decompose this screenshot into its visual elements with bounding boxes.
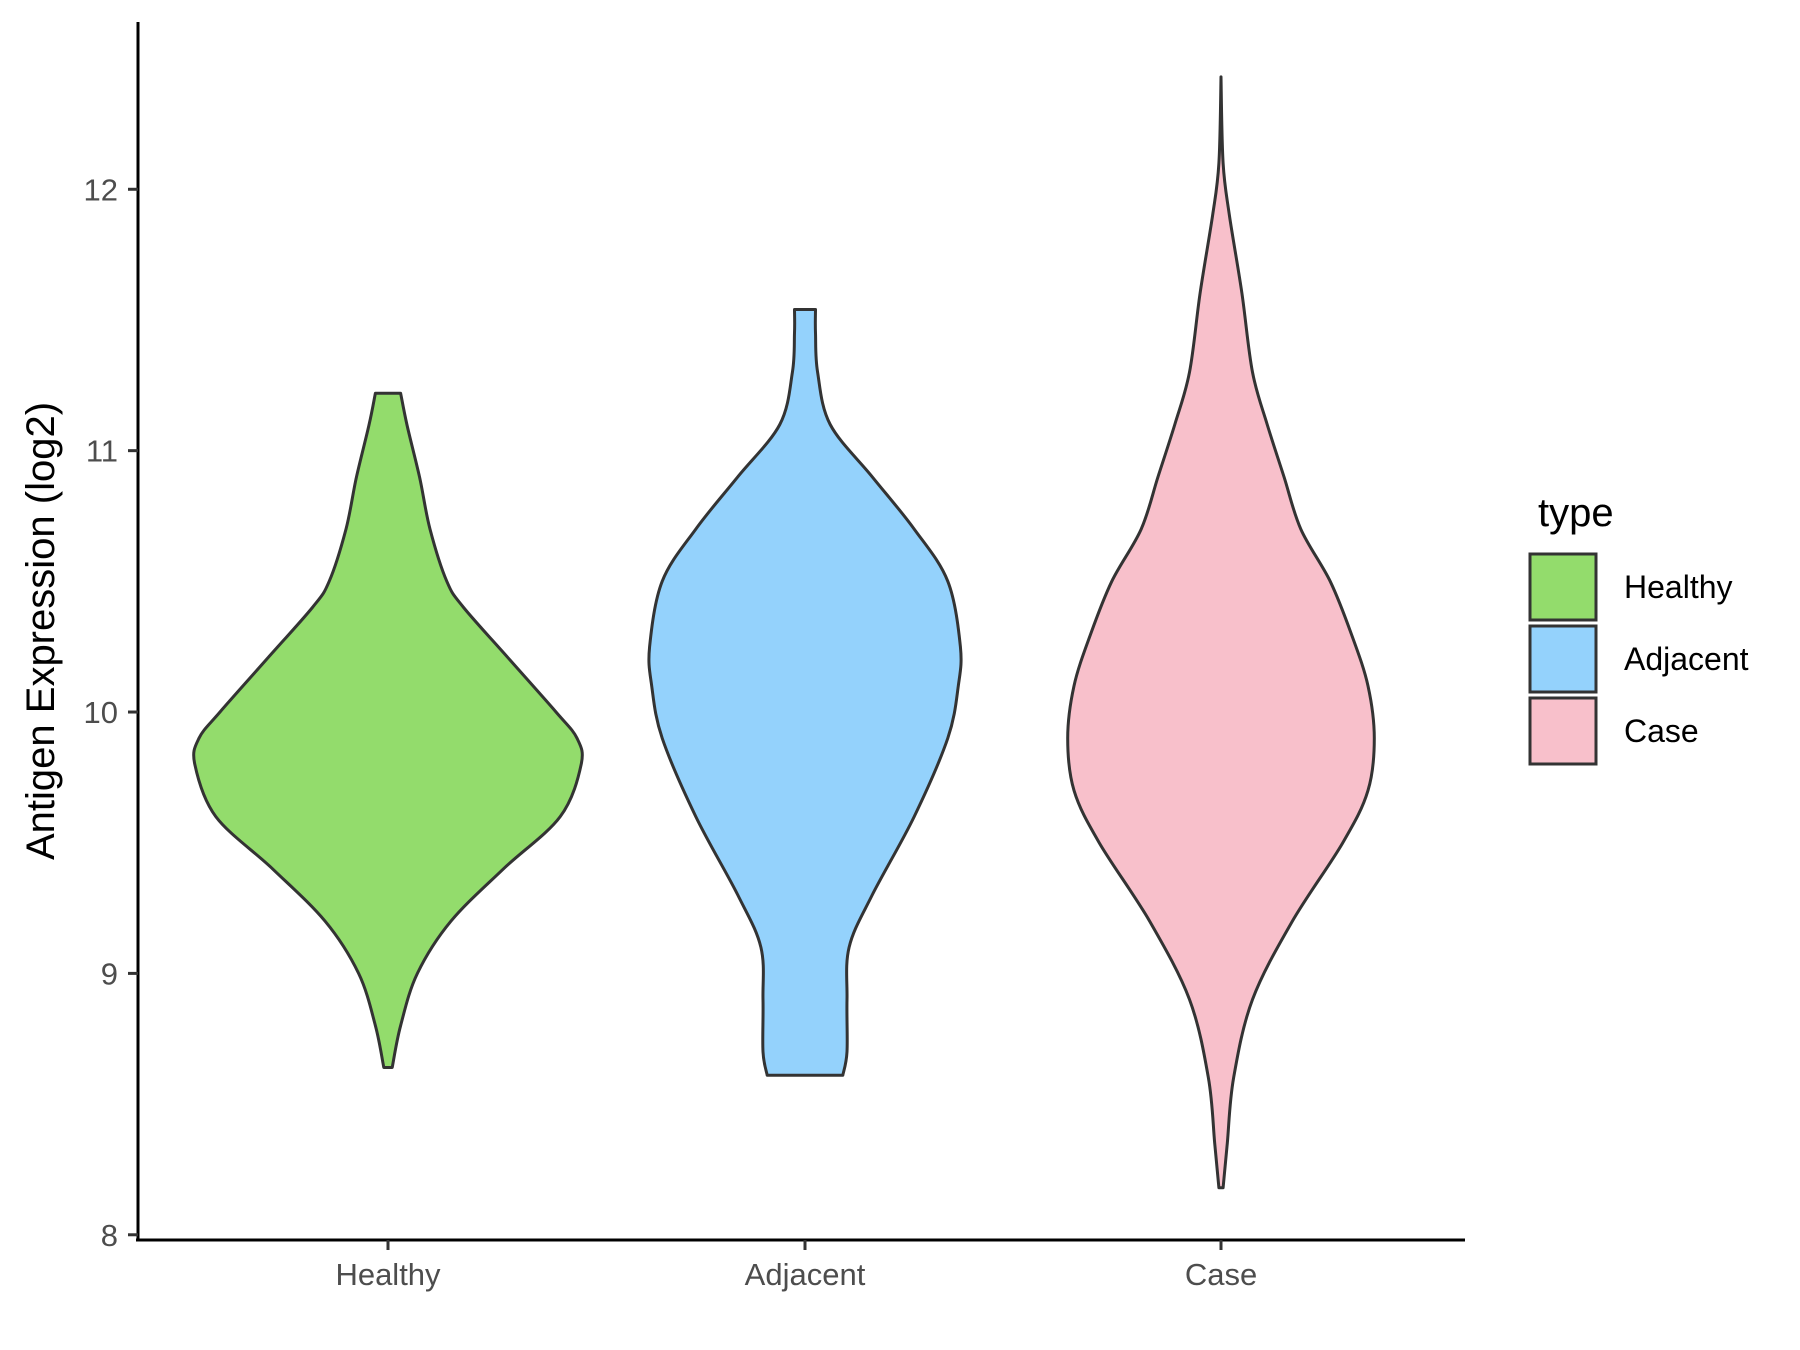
x-tick-label: Healthy — [335, 1257, 441, 1292]
y-ticks: 8 9 10 11 12 — [84, 172, 138, 1253]
y-tick-label: 12 — [84, 172, 118, 207]
y-tick-label: 11 — [86, 434, 118, 469]
x-tick-label: Adjacent — [745, 1257, 866, 1292]
legend: type Healthy Adjacent Case — [1528, 491, 1749, 766]
y-axis-title: Antigen Expression (log2) — [19, 402, 63, 860]
violin-adjacent — [647, 308, 963, 1077]
violin-case — [1066, 75, 1376, 1190]
x-ticks: Healthy Adjacent Case — [335, 1240, 1257, 1292]
legend-label-healthy: Healthy — [1624, 569, 1733, 605]
x-tick-label: Case — [1185, 1257, 1257, 1292]
legend-title: type — [1538, 491, 1614, 535]
violin-layer — [192, 75, 1376, 1190]
axes-layer — [136, 22, 1465, 1242]
legend-label-case: Case — [1624, 713, 1699, 749]
y-tick-label: 9 — [101, 956, 118, 991]
y-tick-label: 8 — [101, 1218, 118, 1253]
y-tick-label: 10 — [84, 695, 118, 730]
violin-healthy — [192, 391, 584, 1069]
legend-key-case — [1528, 696, 1598, 766]
legend-key-adjacent — [1528, 624, 1598, 694]
legend-label-adjacent: Adjacent — [1624, 641, 1749, 677]
legend-key-healthy — [1528, 552, 1598, 622]
